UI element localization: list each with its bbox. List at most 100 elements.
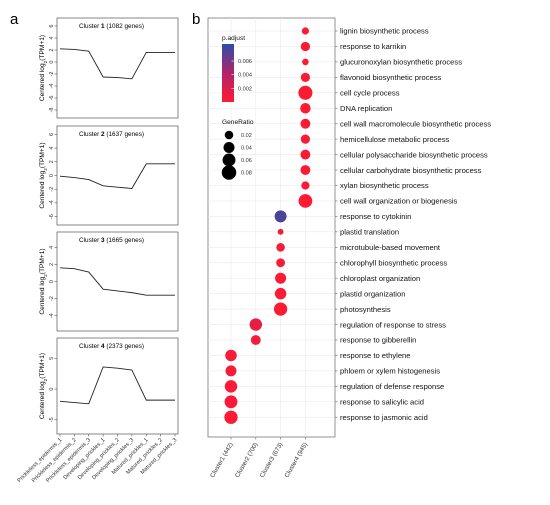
y-tick-label: -6 [49,96,55,101]
cluster-2-line-chart: Cluster 2 (1637 genes)6420-2-4-6Centered… [39,125,179,226]
size-legend-dot [222,153,236,167]
term-label: response to ethylene [340,351,411,360]
y-tick-label: 2 [49,263,55,266]
panel-label-a: a [10,11,19,28]
cluster-category-label: Cluster4 (945) [283,442,309,479]
plot-frame [56,231,179,332]
plot-frame [56,337,179,435]
enrichment-dot [302,58,309,66]
enrichment-dot [300,41,311,52]
gene-ratio-legend: GeneRatio 0.02 0.04 0.06 0.08 [221,119,254,180]
cluster-title-name: Cluster [79,23,101,30]
cluster-3-series-line [59,267,175,296]
enrichment-dot [224,395,238,409]
enrichment-dot [300,165,311,175]
cluster-title-name: Cluster [79,131,101,138]
cluster-title-index: 1 [101,23,105,30]
colorbar-tick-label: 0.006 [238,59,252,65]
enrichment-dot [249,318,263,331]
term-label: response to gibberellin [340,336,416,345]
y-tick-label: 0 [49,60,55,63]
size-legend-label: 0.08 [241,171,252,177]
term-label: regulation of response to stress [340,320,446,329]
enrichment-dots [224,27,313,424]
enrichment-dot [276,258,286,268]
enrichment-dot [224,410,238,424]
colorbar-tick-label: 0.004 [238,73,252,79]
term-label: microtubule-based movement [340,243,441,252]
y-axis-title-main: Centered log [39,277,46,315]
term-label: regulation of defense response [340,382,444,391]
term-label: xylan biosynthetic process [340,181,429,190]
cluster-title-index: 4 [101,343,105,350]
y-tick-label: -2 [49,72,55,77]
enrichment-dot [301,27,310,35]
enrichment-dot [298,194,313,208]
panel-b-dot-plot: lignin biosynthetic process response to k… [207,17,491,479]
enrichment-dot [298,85,313,100]
cluster-category-label: Cluster2 (700) [234,442,260,479]
y-tick-label: -8 [49,108,55,113]
enrichment-dot [274,210,287,223]
panel-label-b: b [192,11,200,28]
term-label: cellular carbohydrate biosynthetic proce… [340,166,482,175]
y-axis-title-subscript: 2 [43,274,49,277]
size-legend-dot [221,165,237,180]
y-axis-title-subscript: 2 [43,378,49,381]
p-adjust-legend-title: p.adjust [222,35,245,42]
term-label: photosynthesis [340,305,391,314]
enrichment-dot [274,287,287,300]
enrichment-dot [300,149,311,160]
term-label: cell wall organization or biogenesis [340,197,458,206]
size-legend-dot [223,142,235,153]
cluster-title-genes: (1665 genes) [105,237,144,244]
term-label: lignin biosynthetic process [340,27,429,36]
y-axis-title: Centered log2(TPM+1) [39,248,49,314]
enrichment-dot [300,134,311,144]
enrichment-dot [300,72,311,82]
cluster-category-label: Cluster1 (442) [209,442,235,479]
y-tick-label: 5 [49,357,55,360]
cluster-title-genes: (1082 genes) [105,23,144,30]
y-tick-label: 0 [49,174,55,177]
term-label: phloem or xylem histogenesis [340,367,440,376]
cluster-title: Cluster 3 (1665 genes) [79,237,144,244]
term-label: glucuronoxylan biosynthetic process [340,58,462,67]
cluster-title: Cluster 2 (1637 genes) [79,131,144,138]
y-tick-label: -2 [49,296,55,301]
cluster-title-genes: (2373 genes) [105,343,144,350]
enrichment-dot [224,380,238,393]
enrichment-dot [300,103,311,114]
enrichment-dot [277,228,284,235]
y-axis-title-main: Centered log [39,171,46,209]
term-label: cell cycle process [340,89,400,98]
term-label: flavonoid biosynthetic process [340,73,442,82]
y-axis-title-tail: (TPM+1) [39,142,46,168]
cluster-title-name: Cluster [79,343,101,350]
y-tick-label: 0 [49,280,55,283]
y-tick-label: 2 [49,160,55,163]
y-tick-label: -2 [49,187,55,192]
cluster-1-line-chart: Cluster 1 (1082 genes)6420-2-4-6-8Center… [39,17,179,119]
cluster-2-series-line [59,163,175,189]
size-legend-label: 0.04 [241,146,252,152]
y-tick-label: 4 [49,147,55,150]
y-tick-label: 4 [49,246,55,249]
panel-a-line-charts: Cluster 1 (1082 genes)6420-2-4-6-8Center… [17,17,179,484]
y-axis-title-tail: (TPM+1) [39,248,46,274]
cluster-1-series-line [59,48,175,80]
term-label: response to cytokinin [340,212,411,221]
y-tick-label: 4 [49,36,55,39]
y-axis-title-main: Centered log [39,63,46,101]
term-label: plastid organization [340,289,405,298]
enrichment-dot [300,118,311,129]
term-label: response to karrikin [340,42,406,51]
gene-ratio-legend-title: GeneRatio [222,119,254,126]
cluster-title-index: 3 [101,237,105,244]
enrichment-dot [275,272,287,284]
y-tick-label: 6 [49,133,55,136]
y-tick-label: -5 [49,417,55,422]
cluster-title: Cluster 4 (2373 genes) [79,343,144,350]
term-label: plastid translation [340,228,399,237]
